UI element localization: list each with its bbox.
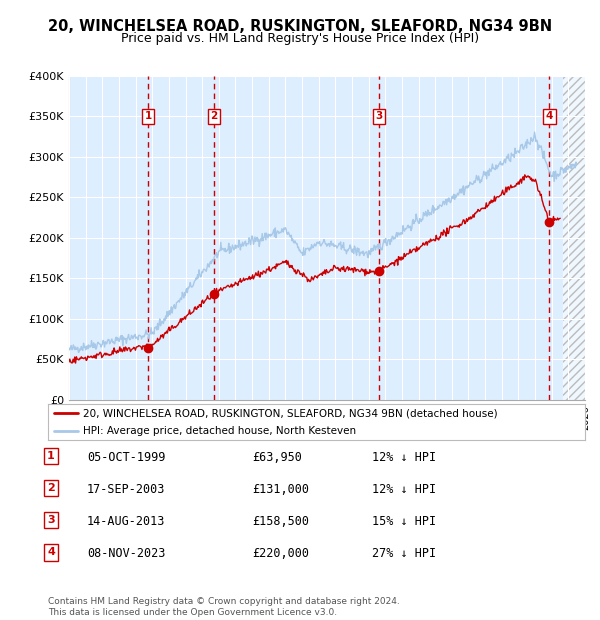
- Text: 27% ↓ HPI: 27% ↓ HPI: [372, 547, 436, 560]
- Text: £63,950: £63,950: [252, 451, 302, 464]
- Text: 4: 4: [47, 547, 55, 557]
- Text: 12% ↓ HPI: 12% ↓ HPI: [372, 451, 436, 464]
- Text: 17-SEP-2003: 17-SEP-2003: [87, 483, 166, 496]
- Text: 12% ↓ HPI: 12% ↓ HPI: [372, 483, 436, 496]
- Text: 05-OCT-1999: 05-OCT-1999: [87, 451, 166, 464]
- Text: 15% ↓ HPI: 15% ↓ HPI: [372, 515, 436, 528]
- Text: £131,000: £131,000: [252, 483, 309, 496]
- Text: Contains HM Land Registry data © Crown copyright and database right 2024.
This d: Contains HM Land Registry data © Crown c…: [48, 598, 400, 617]
- Text: 1: 1: [145, 111, 152, 121]
- Text: HPI: Average price, detached house, North Kesteven: HPI: Average price, detached house, Nort…: [83, 426, 356, 436]
- Text: £158,500: £158,500: [252, 515, 309, 528]
- Text: 14-AUG-2013: 14-AUG-2013: [87, 515, 166, 528]
- Text: 2: 2: [47, 483, 55, 493]
- Text: 4: 4: [545, 111, 553, 121]
- Text: 1: 1: [47, 451, 55, 461]
- Text: 3: 3: [376, 111, 383, 121]
- Text: 20, WINCHELSEA ROAD, RUSKINGTON, SLEAFORD, NG34 9BN (detached house): 20, WINCHELSEA ROAD, RUSKINGTON, SLEAFOR…: [83, 408, 497, 419]
- Text: Price paid vs. HM Land Registry's House Price Index (HPI): Price paid vs. HM Land Registry's House …: [121, 32, 479, 45]
- Text: 20, WINCHELSEA ROAD, RUSKINGTON, SLEAFORD, NG34 9BN: 20, WINCHELSEA ROAD, RUSKINGTON, SLEAFOR…: [48, 19, 552, 33]
- Text: 2: 2: [211, 111, 218, 121]
- Bar: [563, 76, 593, 400]
- Bar: [563, 76, 593, 400]
- Text: £220,000: £220,000: [252, 547, 309, 560]
- Text: 3: 3: [47, 515, 55, 525]
- Text: 08-NOV-2023: 08-NOV-2023: [87, 547, 166, 560]
